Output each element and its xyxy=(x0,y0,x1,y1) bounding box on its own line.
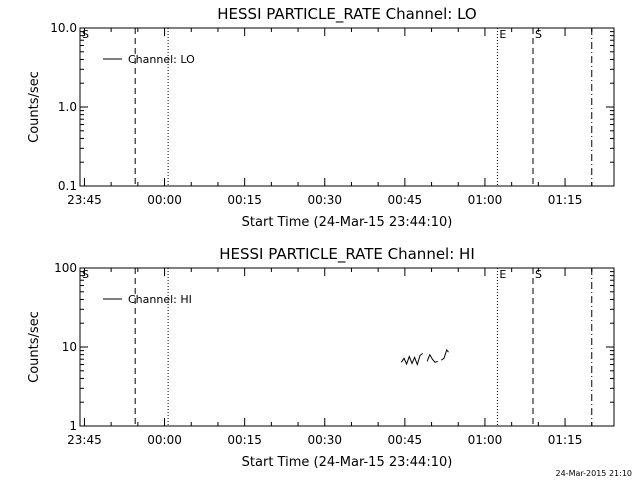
event-marker-label: S xyxy=(82,28,89,41)
x-tick-label: 00:30 xyxy=(307,433,342,447)
x-tick-label: 00:00 xyxy=(147,193,182,207)
x-tick-label: 23:45 xyxy=(67,433,102,447)
event-marker-label: S xyxy=(535,28,542,41)
event-marker-label: E xyxy=(499,268,506,281)
y-tick-label: 10 xyxy=(62,340,77,354)
x-tick-label: 01:15 xyxy=(548,193,583,207)
x-tick-label: 00:15 xyxy=(227,193,262,207)
x-tick-label: 00:30 xyxy=(307,193,342,207)
legend-label: Channel: LO xyxy=(128,53,195,66)
y-tick-label: 1 xyxy=(69,419,77,433)
series-line xyxy=(426,353,438,363)
y-tick-label: 0.1 xyxy=(58,179,77,193)
y-tick-label: 1.0 xyxy=(58,100,77,114)
x-axis-ticks: 23:45 00:00 00:15 00:30 00:45 01:00 01:15 xyxy=(67,268,593,447)
y-tick-label: 10.0 xyxy=(50,21,77,35)
x-axis-ticks: 23:45 00:00 00:15 00:30 00:45 01:00 01:15 xyxy=(67,28,593,207)
x-tick-label: 01:15 xyxy=(548,433,583,447)
data-series xyxy=(400,348,449,367)
y-axis-ticks: 0.1 1.0 10.0 xyxy=(50,21,614,193)
event-marker-label: E xyxy=(499,28,506,41)
x-tick-label: 00:45 xyxy=(388,433,423,447)
event-marker-label: S xyxy=(535,268,542,281)
plot-frame xyxy=(79,267,615,427)
x-tick-label: 01:00 xyxy=(468,193,503,207)
chart-panel-lo: HESSI PARTICLE_RATE Channel: LO S E S 0.1 1… xyxy=(27,5,615,230)
x-tick-label: 00:15 xyxy=(227,433,262,447)
footer-timestamp: 24-Mar-2015 21:10 xyxy=(555,469,633,478)
x-tick-label: 00:45 xyxy=(388,193,423,207)
chart-title: HESSI PARTICLE_RATE Channel: LO xyxy=(217,5,476,24)
series-line xyxy=(441,348,449,361)
chart-title: HESSI PARTICLE_RATE Channel: HI xyxy=(219,245,475,264)
x-axis-label: Start Time (24-Mar-15 23:44:10) xyxy=(242,215,453,230)
series-line xyxy=(400,353,424,367)
x-axis-label: Start Time (24-Mar-15 23:44:10) xyxy=(242,455,453,470)
y-axis-label: Counts/sec xyxy=(27,71,42,143)
y-axis-label: Counts/sec xyxy=(27,311,42,383)
event-marker-label: S xyxy=(82,268,89,281)
x-tick-label: 01:00 xyxy=(468,433,503,447)
y-tick-label: 100 xyxy=(54,261,77,275)
x-tick-label: 00:00 xyxy=(147,433,182,447)
x-tick-label: 23:45 xyxy=(67,193,102,207)
plot-frame xyxy=(79,27,615,187)
y-axis-ticks: 1 10 100 xyxy=(54,261,614,433)
legend: Channel: LO xyxy=(103,53,195,66)
legend: Channel: HI xyxy=(103,293,192,306)
legend-label: Channel: HI xyxy=(128,293,192,306)
